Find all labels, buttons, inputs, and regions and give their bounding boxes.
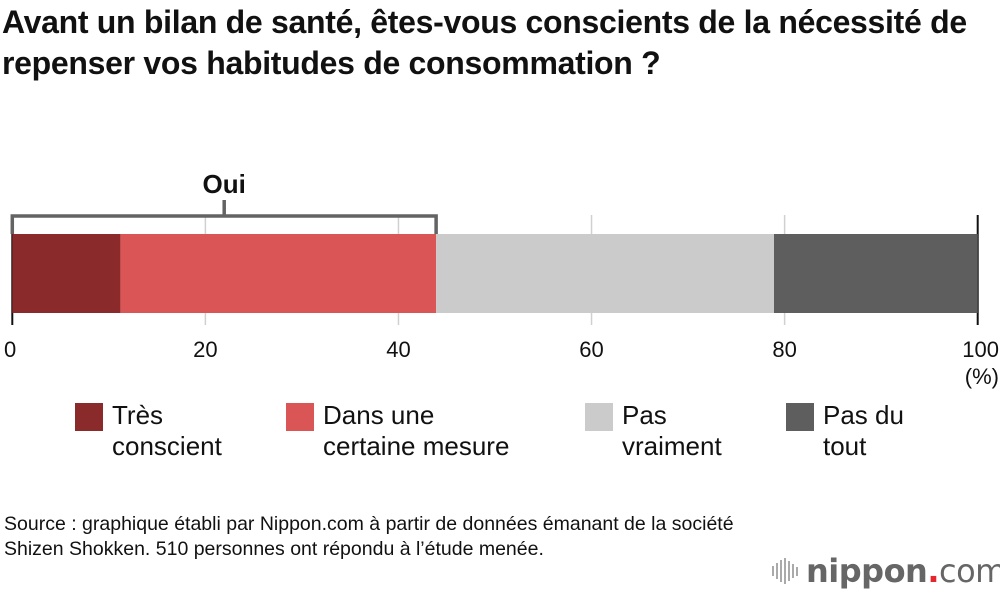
x-tick-label: 20 [193, 337, 217, 362]
oui-bracket [10, 214, 438, 234]
legend-item-tres-conscient: Très conscient [75, 400, 352, 462]
legend-item-pas-du-tout: Pas du tout [786, 400, 1000, 462]
logo-bars-icon [772, 558, 798, 584]
legend-item-dans-une-certaine-mesure: Dans une certaine mesure [286, 400, 563, 462]
bar-segment [12, 234, 121, 313]
x-tick-label: 40 [386, 337, 410, 362]
source-note: Source : graphique établi par Nippon.com… [4, 513, 734, 560]
legend-label: certaine mesure [323, 431, 510, 461]
nippon-logo: nippon.com [772, 552, 1000, 590]
chart-title: Avant un bilan de santé, êtes-vous consc… [2, 4, 967, 81]
legend-label: vraiment [622, 431, 722, 461]
x-tick-label: 100 [962, 337, 999, 362]
legend-label: Pas [622, 400, 667, 430]
logo-dot: . [927, 552, 939, 590]
legend-swatch [75, 403, 103, 431]
x-tick-label: 60 [579, 337, 603, 362]
legend-swatch [585, 403, 613, 431]
legend-item-pas-vraiment: Pas vraiment [585, 400, 862, 462]
chart-plot: 0 20 40 60 80 100(%) Oui [4, 169, 999, 389]
legend-label: conscient [112, 431, 222, 461]
bar-segment [120, 234, 437, 313]
oui-label: Oui [203, 169, 246, 199]
logo-name: nippon [806, 552, 928, 590]
legend-label: Dans une [323, 400, 435, 430]
bar-segment [436, 234, 775, 313]
legend-swatch [286, 403, 314, 431]
legend-swatch [786, 403, 814, 431]
x-tick-label: 0 [4, 337, 16, 362]
legend-label: Pas du [823, 400, 904, 430]
x-unit-label: (%) [965, 364, 999, 389]
x-tick-label: 80 [772, 337, 796, 362]
bar-segment [774, 234, 978, 313]
logo-tld: com [938, 552, 1000, 590]
legend-label: tout [823, 431, 867, 461]
legend-label: Très [112, 400, 164, 430]
